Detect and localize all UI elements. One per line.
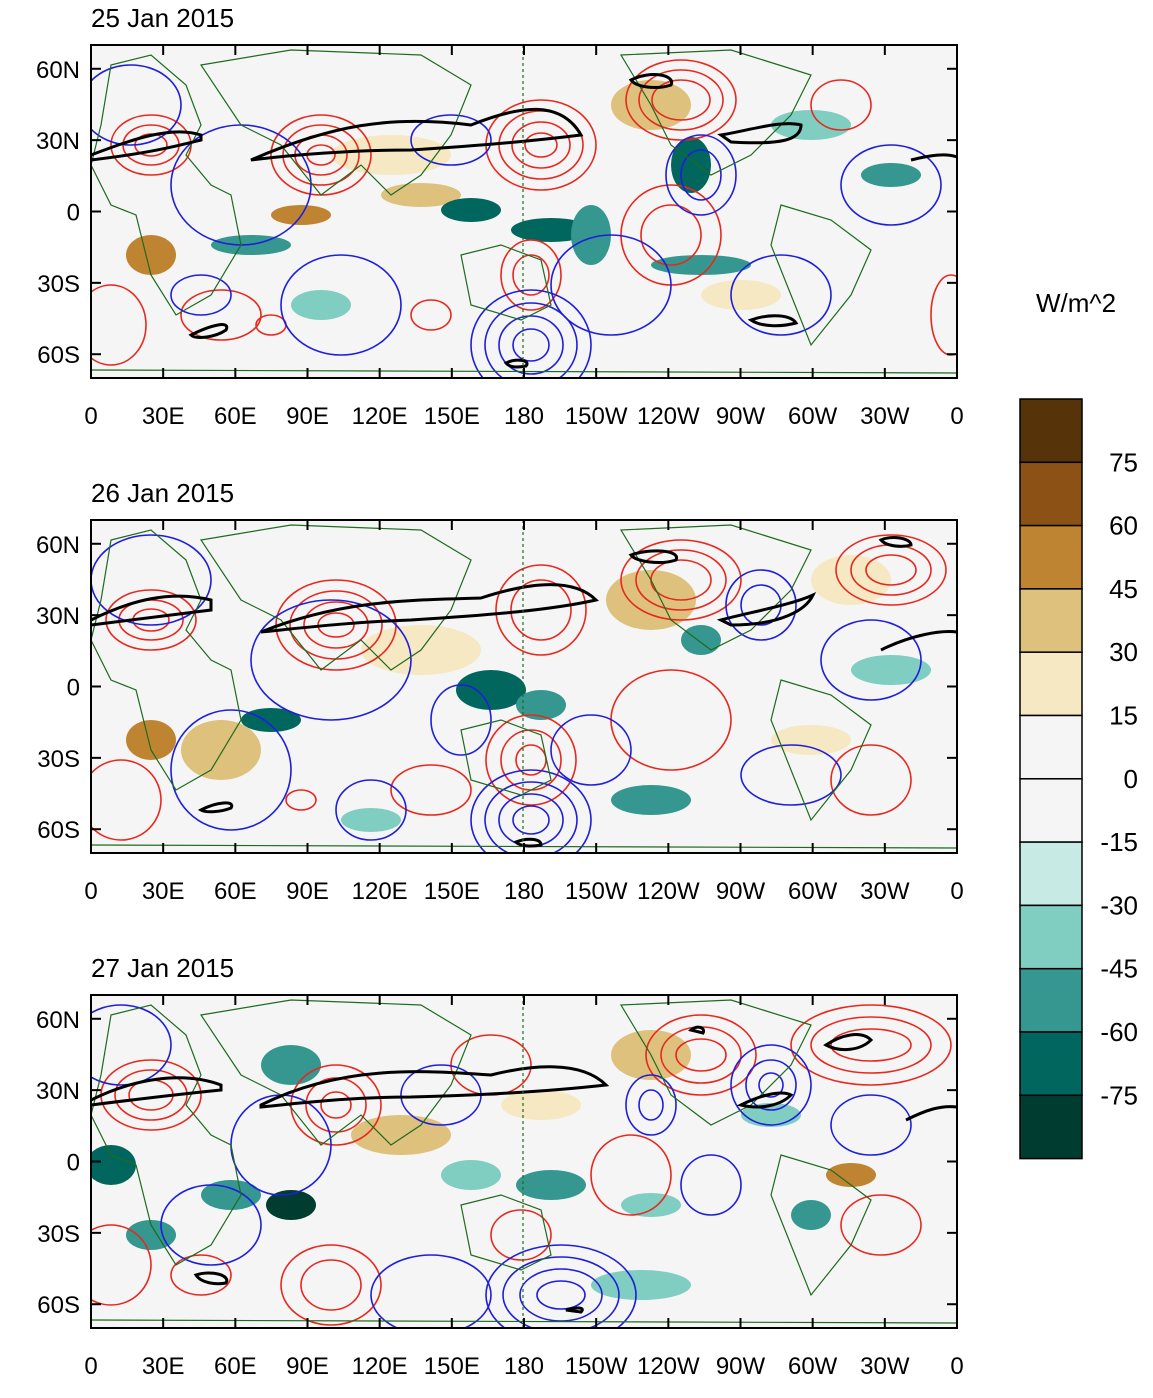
- latitude-tick-label: 60N: [36, 57, 80, 84]
- longitude-tick-label: 30W: [860, 878, 910, 905]
- radiation-anomaly-shading: [91, 1030, 876, 1300]
- longitude-tick-label: 150W: [565, 1353, 628, 1380]
- latitude-tick-label: 30N: [36, 1078, 80, 1105]
- colorbar-box: [1019, 714, 1083, 780]
- longitude-tick-label: 120W: [637, 1353, 700, 1380]
- colorbar-box: [1019, 904, 1083, 970]
- colorbar-box: [1019, 841, 1083, 907]
- longitude-tick-label: 180: [504, 403, 544, 430]
- latitude-tick-label: 60N: [36, 1007, 80, 1034]
- latitude-tick-label: 60S: [37, 1292, 80, 1319]
- panel-1: 25 Jan 2015: [36, 3, 964, 430]
- colorbar-level-label: 75: [1109, 447, 1138, 477]
- panel-3: 27 Jan 2015: [36, 953, 964, 1380]
- latitude-tick-label: 30S: [37, 746, 80, 773]
- longitude-tick-label: 120E: [352, 1353, 408, 1380]
- latitude-tick-label: 0: [67, 200, 80, 227]
- colorbar-units: W/m^2: [1036, 288, 1116, 318]
- longitude-tick-label: 90E: [286, 403, 329, 430]
- longitude-tick-label: 0: [950, 403, 963, 430]
- longitude-tick-label: 90W: [716, 878, 766, 905]
- longitude-tick-label: 150W: [565, 403, 628, 430]
- colorbar-box: [1019, 524, 1083, 590]
- latitude-tick-label: 30N: [36, 128, 80, 155]
- longitude-tick-label: 0: [950, 1353, 963, 1380]
- longitude-tick-label: 30E: [142, 1353, 185, 1380]
- longitude-tick-label: 60W: [788, 403, 838, 430]
- longitude-tick-label: 90E: [286, 1353, 329, 1380]
- longitude-tick-label: 60W: [788, 1353, 838, 1380]
- longitude-tick-label: 30E: [142, 403, 185, 430]
- longitude-tick-label: 120E: [352, 878, 408, 905]
- longitude-tick-label: 150E: [424, 403, 480, 430]
- negative-height-contours: [91, 64, 942, 378]
- longitude-tick-label: 30W: [860, 1353, 910, 1380]
- panel-1-map: [91, 45, 957, 378]
- longitude-tick-label: 180: [504, 878, 544, 905]
- radiation-anomaly-shading: [126, 555, 931, 832]
- colorbar-box: [1019, 1094, 1083, 1160]
- latitude-tick-label: 0: [67, 675, 80, 702]
- colorbar-box: [1019, 967, 1083, 1033]
- jet-stream-contours: [91, 1025, 957, 1314]
- panel-3-title: 27 Jan 2015: [91, 953, 234, 983]
- negative-height-contours: [91, 534, 922, 853]
- colorbar-box: [1019, 588, 1083, 653]
- panel-1-title: 25 Jan 2015: [91, 3, 234, 33]
- colorbar-level-label: -15: [1100, 827, 1138, 857]
- positive-height-contours: [91, 534, 947, 841]
- panel-2-title: 26 Jan 2015: [91, 478, 234, 508]
- longitude-tick-label: 120W: [637, 403, 700, 430]
- colorbar: W/m^2 75 60 45 30 15 0 -15 -30 -45 -60 -75: [1019, 288, 1138, 1160]
- colorbar-box: [1019, 398, 1083, 464]
- colorbar-level-label: 15: [1109, 701, 1138, 731]
- longitude-tick-label: 60E: [214, 878, 257, 905]
- colorbar-box: [1019, 651, 1083, 717]
- latitude-tick-label: 60S: [37, 817, 80, 844]
- latitude-tick-label: 30S: [37, 1221, 80, 1248]
- longitude-tick-label: 0: [84, 1353, 97, 1380]
- latitude-tick-label: 0: [67, 1150, 80, 1177]
- longitude-tick-label: 150E: [424, 1353, 480, 1380]
- colorbar-level-label: 30: [1109, 637, 1138, 667]
- latitude-tick-label: 60S: [37, 342, 80, 369]
- panel-2: 26 Jan 2015: [36, 478, 964, 905]
- longitude-tick-label: 180: [504, 1353, 544, 1380]
- longitude-tick-label: 60W: [788, 878, 838, 905]
- colorbar-level-label: 0: [1124, 764, 1138, 794]
- colorbar-box: [1019, 461, 1083, 527]
- longitude-tick-label: 60E: [214, 403, 257, 430]
- longitude-tick-label: 90W: [716, 1353, 766, 1380]
- longitude-tick-label: 120E: [352, 403, 408, 430]
- latitude-tick-label: 30S: [37, 271, 80, 298]
- latitude-tick-label: 30N: [36, 603, 80, 630]
- colorbar-level-label: 45: [1109, 574, 1138, 604]
- longitude-tick-label: 150E: [424, 878, 480, 905]
- longitude-tick-label: 90W: [716, 403, 766, 430]
- longitude-tick-label: 30W: [860, 403, 910, 430]
- colorbar-level-label: -45: [1100, 954, 1138, 984]
- jet-stream-contours: [91, 73, 957, 369]
- colorbar-level-label: -75: [1100, 1080, 1138, 1110]
- colorbar-level-label: -60: [1100, 1017, 1138, 1047]
- colorbar-box: [1019, 1031, 1083, 1097]
- longitude-tick-label: 0: [950, 878, 963, 905]
- latitude-tick-label: 60N: [36, 532, 80, 559]
- longitude-tick-label: 150W: [565, 878, 628, 905]
- panel-3-map: [91, 995, 957, 1328]
- jet-stream-contours: [91, 536, 957, 848]
- longitude-tick-label: 30E: [142, 878, 185, 905]
- longitude-tick-label: 90E: [286, 878, 329, 905]
- colorbar-level-label: 60: [1109, 511, 1138, 541]
- longitude-tick-label: 0: [84, 878, 97, 905]
- colorbar-level-label: -30: [1100, 890, 1138, 920]
- longitude-tick-label: 60E: [214, 1353, 257, 1380]
- longitude-tick-label: 0: [84, 403, 97, 430]
- longitude-tick-label: 120W: [637, 878, 700, 905]
- colorbar-box: [1019, 778, 1083, 843]
- panel-2-map: [91, 520, 957, 853]
